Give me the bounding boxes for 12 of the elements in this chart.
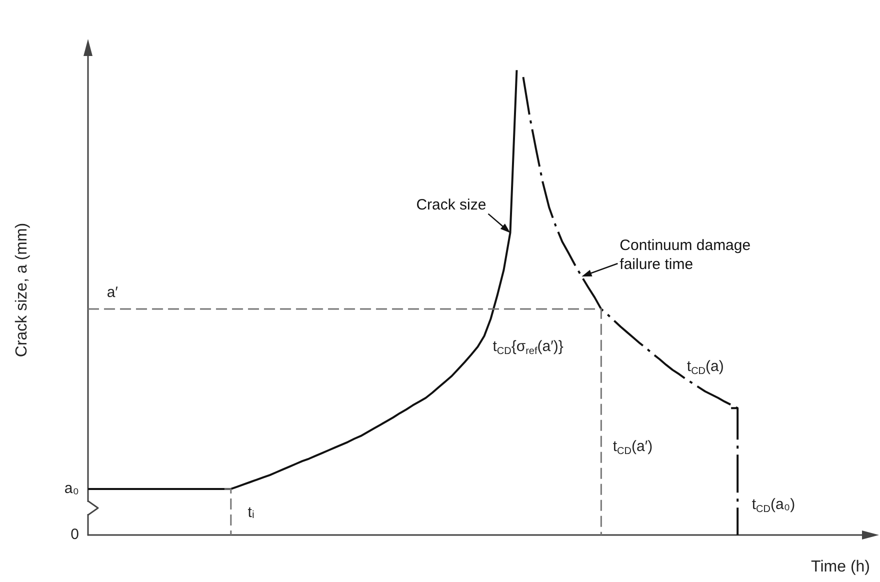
annotation: a′ — [106, 284, 118, 302]
text: a₀ — [64, 480, 79, 498]
annotation: t$_{CD}$(a′) — [612, 438, 653, 458]
annotation: t$_{CD}$(a₀) — [752, 496, 796, 515]
annotation: t$_{CD}${σ$_{ref}$(a′)} — [492, 338, 564, 358]
annotation: tᵢ — [248, 504, 254, 522]
x-axis-title: Time (h) — [811, 558, 870, 576]
series-label: Crack size — [415, 195, 486, 214]
annotation: t$_{CD}$(a) — [686, 358, 724, 378]
text: Continuum damage failure time — [620, 236, 752, 274]
y-axis-title: Crack size, a (mm) — [14, 222, 30, 358]
text: 0 — [70, 526, 79, 544]
